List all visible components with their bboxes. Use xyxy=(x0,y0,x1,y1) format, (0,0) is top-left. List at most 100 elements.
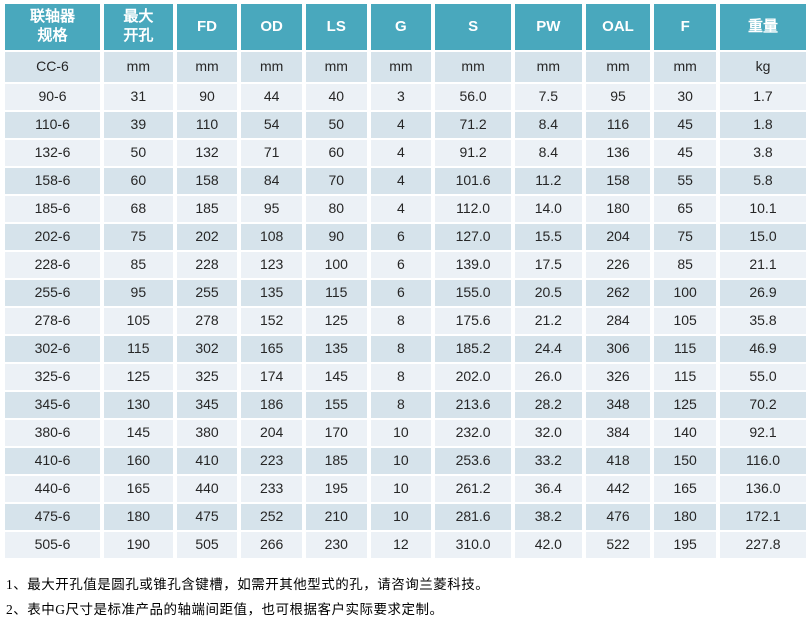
value-cell: 136 xyxy=(585,140,651,166)
spec-cell: 158-6 xyxy=(5,168,100,194)
spec-cell: 410-6 xyxy=(5,448,100,474)
value-cell: 8.4 xyxy=(514,112,582,138)
value-cell: 158 xyxy=(585,168,651,194)
value-cell: 15.5 xyxy=(514,224,582,250)
value-cell: 71.2 xyxy=(435,112,511,138)
units-cell: mm xyxy=(370,52,432,82)
value-cell: 310.0 xyxy=(435,532,511,558)
column-header-max-bore: 最大 开孔 xyxy=(103,4,173,50)
value-cell: 80 xyxy=(305,196,367,222)
value-cell: 3.8 xyxy=(719,140,806,166)
value-cell: 38.2 xyxy=(514,504,582,530)
value-cell: 95 xyxy=(241,196,302,222)
value-cell: 266 xyxy=(241,532,302,558)
units-cell: CC-6 xyxy=(5,52,100,82)
table-row: 345-6 130 345 186 155 8 213.6 28.2 348 125 70.2 xyxy=(5,392,806,418)
value-cell: 213.6 xyxy=(435,392,511,418)
value-cell: 40 xyxy=(305,84,367,110)
value-cell: 84 xyxy=(241,168,302,194)
value-cell: 281.6 xyxy=(435,504,511,530)
value-cell: 50 xyxy=(103,140,173,166)
units-cell: mm xyxy=(435,52,511,82)
value-cell: 6 xyxy=(370,224,432,250)
value-cell: 4 xyxy=(370,112,432,138)
value-cell: 130 xyxy=(103,392,173,418)
units-cell: mm xyxy=(585,52,651,82)
value-cell: 475 xyxy=(176,504,238,530)
value-cell: 30 xyxy=(654,84,716,110)
value-cell: 95 xyxy=(585,84,651,110)
value-cell: 418 xyxy=(585,448,651,474)
value-cell: 50 xyxy=(305,112,367,138)
value-cell: 10 xyxy=(370,420,432,446)
value-cell: 21.2 xyxy=(514,308,582,334)
table-row: 158-6 60 158 84 70 4 101.6 11.2 158 55 5.8 xyxy=(5,168,806,194)
spec-cell: 475-6 xyxy=(5,504,100,530)
column-header-oal: OAL xyxy=(585,4,651,50)
table-row: 228-6 85 228 123 100 6 139.0 17.5 226 85 21.1 xyxy=(5,252,806,278)
value-cell: 226 xyxy=(585,252,651,278)
value-cell: 10.1 xyxy=(719,196,806,222)
value-cell: 135 xyxy=(305,336,367,362)
value-cell: 14.0 xyxy=(514,196,582,222)
value-cell: 26.9 xyxy=(719,280,806,306)
column-header-g: G xyxy=(370,4,432,50)
value-cell: 90 xyxy=(176,84,238,110)
spec-cell: 255-6 xyxy=(5,280,100,306)
value-cell: 4 xyxy=(370,168,432,194)
value-cell: 165 xyxy=(654,476,716,502)
header-row: 联轴器 规格 最大 开孔 FD OD LS G S PW OAL F 重量 xyxy=(5,4,806,50)
spec-cell: 380-6 xyxy=(5,420,100,446)
column-header-spec: 联轴器 规格 xyxy=(5,4,100,50)
value-cell: 145 xyxy=(103,420,173,446)
value-cell: 28.2 xyxy=(514,392,582,418)
value-cell: 228 xyxy=(176,252,238,278)
table-row: 380-6 145 380 204 170 10 232.0 32.0 384 140 92.1 xyxy=(5,420,806,446)
value-cell: 36.4 xyxy=(514,476,582,502)
value-cell: 3 xyxy=(370,84,432,110)
value-cell: 155.0 xyxy=(435,280,511,306)
value-cell: 115 xyxy=(654,364,716,390)
value-cell: 476 xyxy=(585,504,651,530)
spec-cell: 302-6 xyxy=(5,336,100,362)
value-cell: 33.2 xyxy=(514,448,582,474)
value-cell: 195 xyxy=(305,476,367,502)
value-cell: 55.0 xyxy=(719,364,806,390)
value-cell: 75 xyxy=(103,224,173,250)
value-cell: 227.8 xyxy=(719,532,806,558)
spec-cell: 202-6 xyxy=(5,224,100,250)
value-cell: 278 xyxy=(176,308,238,334)
units-cell: mm xyxy=(103,52,173,82)
value-cell: 115 xyxy=(103,336,173,362)
coupling-spec-table: 联轴器 规格 最大 开孔 FD OD LS G S PW OAL F 重量 CC… xyxy=(1,2,810,560)
table-row: 202-6 75 202 108 90 6 127.0 15.5 204 75 15.0 xyxy=(5,224,806,250)
value-cell: 45 xyxy=(654,112,716,138)
value-cell: 185.2 xyxy=(435,336,511,362)
value-cell: 4 xyxy=(370,140,432,166)
value-cell: 44 xyxy=(241,84,302,110)
value-cell: 70 xyxy=(305,168,367,194)
spec-cell: 132-6 xyxy=(5,140,100,166)
footnote-2: 2、表中G尺寸是标准产品的轴端间距值，也可根据客户实际要求定制。 xyxy=(6,602,444,617)
value-cell: 158 xyxy=(176,168,238,194)
value-cell: 10 xyxy=(370,476,432,502)
table-row: 505-6 190 505 266 230 12 310.0 42.0 522 195 227.8 xyxy=(5,532,806,558)
value-cell: 60 xyxy=(103,168,173,194)
value-cell: 230 xyxy=(305,532,367,558)
value-cell: 186 xyxy=(241,392,302,418)
value-cell: 31 xyxy=(103,84,173,110)
value-cell: 233 xyxy=(241,476,302,502)
spec-cell: 90-6 xyxy=(5,84,100,110)
value-cell: 202 xyxy=(176,224,238,250)
value-cell: 100 xyxy=(305,252,367,278)
value-cell: 160 xyxy=(103,448,173,474)
value-cell: 306 xyxy=(585,336,651,362)
spec-cell: 185-6 xyxy=(5,196,100,222)
column-header-fd: FD xyxy=(176,4,238,50)
value-cell: 26.0 xyxy=(514,364,582,390)
value-cell: 35.8 xyxy=(719,308,806,334)
value-cell: 8 xyxy=(370,336,432,362)
units-cell: mm xyxy=(514,52,582,82)
units-row: CC-6 mm mm mm mm mm mm mm mm mm kg xyxy=(5,52,806,82)
